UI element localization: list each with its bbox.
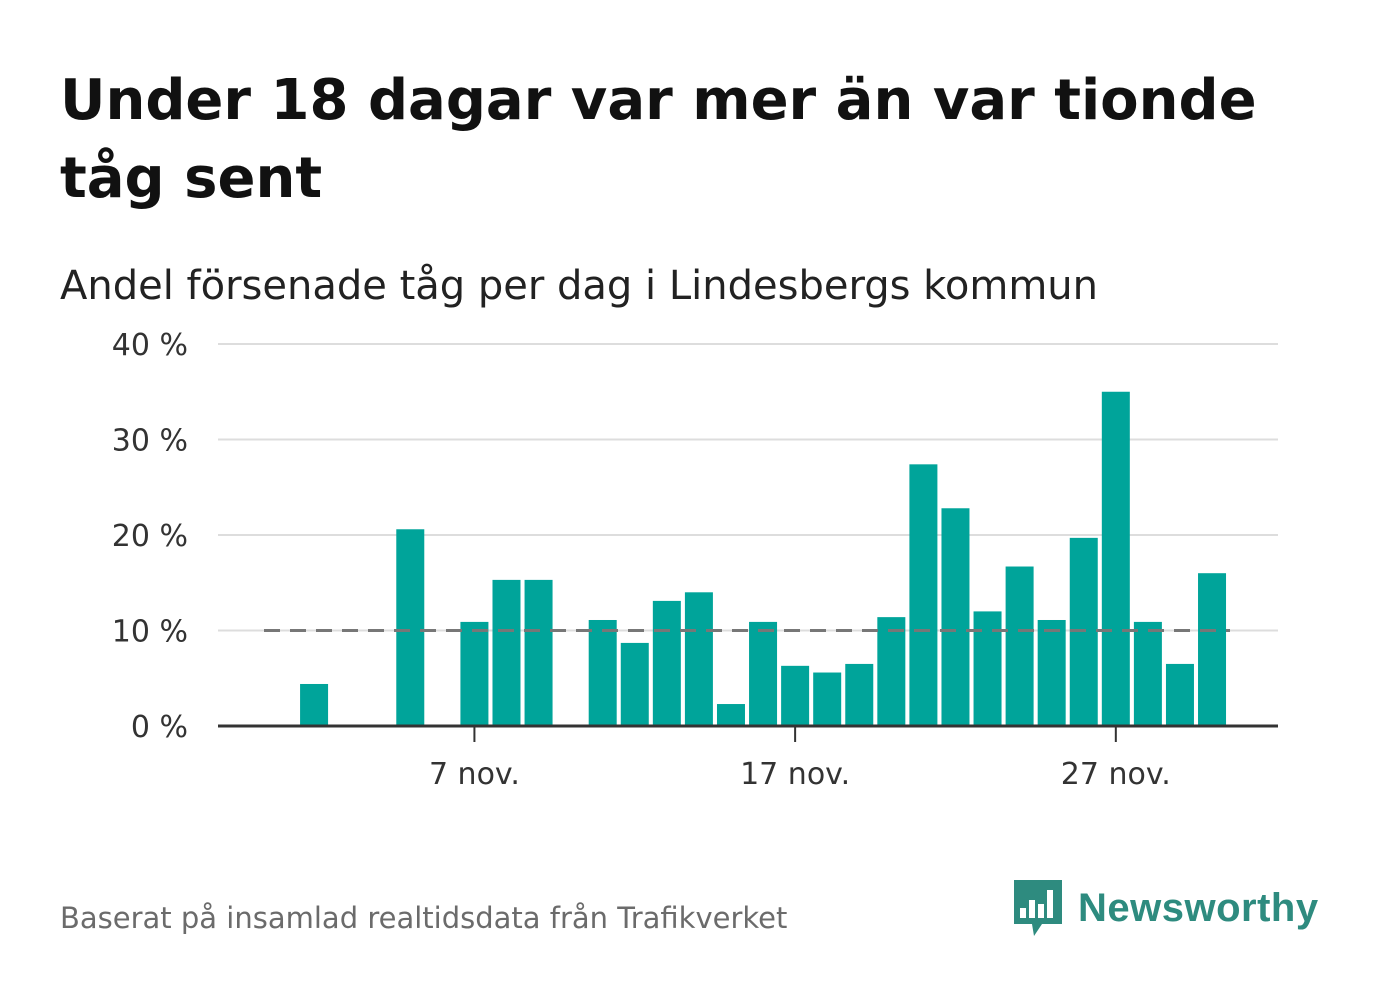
bar <box>781 665 810 726</box>
bar <box>588 619 617 726</box>
bar <box>845 663 874 726</box>
source-note: Baserat på insamlad realtidsdata från Tr… <box>60 901 788 935</box>
bar <box>973 611 1002 726</box>
y-tick-label: 10 % <box>112 615 188 650</box>
bars <box>300 391 1227 726</box>
x-tick-label: 17 nov. <box>740 757 850 792</box>
bar <box>652 600 681 726</box>
newsworthy-bar-chart-bubble-icon <box>1014 880 1062 936</box>
bar <box>813 672 842 726</box>
bar <box>1005 566 1034 726</box>
bar <box>909 464 938 726</box>
x-tick-label: 7 nov. <box>429 757 520 792</box>
y-tick-label: 40 % <box>112 328 188 363</box>
bar <box>620 642 649 726</box>
chart-title: Under 18 dagar var mer än var tionde tåg… <box>60 68 1257 211</box>
bar <box>300 683 329 726</box>
bar <box>396 529 425 726</box>
y-tick-label: 0 % <box>131 710 188 745</box>
bar <box>492 579 521 726</box>
bar <box>749 621 778 726</box>
y-tick-label: 20 % <box>112 519 188 554</box>
bar <box>716 704 745 726</box>
brand-name: Newsworthy <box>1078 885 1319 930</box>
bar <box>524 579 553 726</box>
bar <box>877 617 906 726</box>
chart-subtitle: Andel försenade tåg per dag i Lindesberg… <box>60 263 1098 309</box>
bar <box>1037 619 1066 726</box>
bar <box>460 621 489 726</box>
bar <box>1198 573 1227 726</box>
x-tick-label: 27 nov. <box>1061 757 1171 792</box>
bar <box>941 508 970 726</box>
bar <box>1165 663 1194 726</box>
brand-logo: Newsworthy <box>1012 878 1319 938</box>
bar <box>1133 621 1162 726</box>
y-tick-label: 30 % <box>112 424 188 459</box>
axes: 0 % 10 % 20 % 30 % 40 % 7 nov. 17 nov. 27 nov. <box>112 328 1278 792</box>
bar <box>1101 391 1130 726</box>
bar <box>684 592 713 726</box>
